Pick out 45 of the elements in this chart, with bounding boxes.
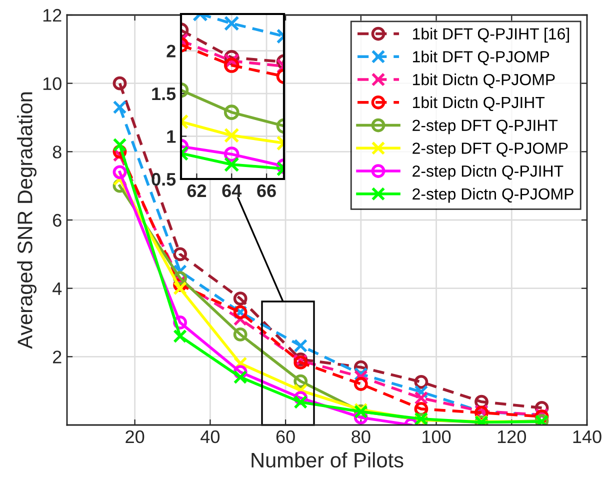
legend-label: 2-step DFT Q-PJOMP <box>412 142 568 158</box>
y-tick-label: 4 <box>52 282 62 295</box>
point <box>294 338 308 353</box>
y-tick-label: 1 <box>167 130 176 143</box>
legend-label: 2-step Dictn Q-PJIHT <box>412 165 564 180</box>
x-tick-label: 62 <box>187 184 206 198</box>
x-axis-title: Number of Pilots <box>252 452 404 468</box>
x-tick-label: 64 <box>222 184 242 198</box>
y-tick-label: 0.5 <box>152 172 176 186</box>
x-tick-label: 60 <box>276 430 295 444</box>
point <box>414 391 428 405</box>
point <box>414 375 428 389</box>
x-tick-label: 40 <box>200 430 220 444</box>
x-tick-label: 20 <box>126 430 144 444</box>
point <box>233 328 248 342</box>
point <box>233 292 248 306</box>
y-tick-label: 2 <box>53 350 62 364</box>
legend-label: 2-step DFT Q-PJIHT <box>412 120 558 134</box>
y-tick-label: 10 <box>43 77 62 90</box>
y-axis-title: Averaged SNR Degradation <box>17 92 36 349</box>
legend-label: 1bit Dictn Q-PJOMP <box>413 74 555 88</box>
point <box>173 247 187 262</box>
point <box>112 76 127 90</box>
legend-label: 1bit DFT Q-PJIHT [16] <box>413 28 569 43</box>
x-tick-label: 100 <box>422 430 451 444</box>
point <box>173 329 187 344</box>
y-tick-label: 12 <box>43 8 62 22</box>
legend-label: 1bit Dictn Q-PJIHT <box>413 96 545 111</box>
y-tick-label: 2 <box>166 44 176 58</box>
point <box>294 395 308 410</box>
point <box>354 377 368 391</box>
point <box>112 165 127 180</box>
legend-label: 2-step Dictn Q-PJOMP <box>412 188 574 203</box>
x-tick-label: 80 <box>352 430 370 444</box>
x-tick-label: 120 <box>498 430 526 444</box>
point <box>112 100 127 114</box>
y-tick-label: 8 <box>52 146 62 158</box>
point <box>233 370 248 384</box>
x-tick-label: 66 <box>257 184 276 198</box>
point <box>173 281 187 296</box>
y-tick-label: 6 <box>53 214 62 227</box>
x-tick-label: 140 <box>573 430 602 444</box>
y-tick-label: 1.5 <box>152 88 176 100</box>
legend-label: 1bit DFT Q-PJOMP <box>413 50 550 66</box>
point <box>112 138 127 152</box>
